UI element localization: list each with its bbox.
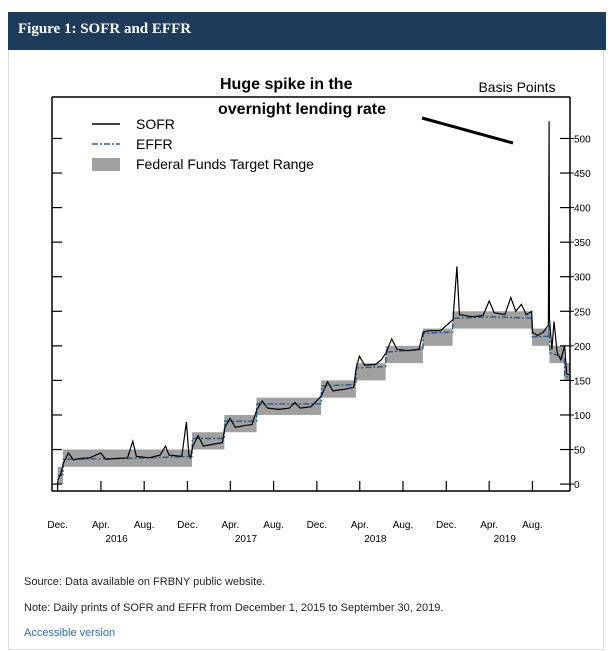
- y-tick-label: 450: [574, 169, 591, 180]
- x-tick-label: Dec.: [47, 520, 68, 531]
- figure-frame: [8, 50, 604, 650]
- x-year-label: 2019: [494, 534, 517, 545]
- legend-sofr-label: SOFR: [136, 116, 175, 132]
- target-range-band: [564, 363, 570, 381]
- target-range-band: [321, 380, 356, 398]
- x-tick-label: Aug.: [134, 520, 155, 531]
- accessible-version-link[interactable]: Accessible version: [24, 627, 116, 639]
- x-tick-label: Aug.: [263, 520, 284, 531]
- y-tick-label: 350: [574, 238, 591, 249]
- y-tick-label: 250: [574, 307, 591, 318]
- target-range-band: [355, 363, 386, 381]
- y-tick-label: 50: [574, 446, 586, 457]
- y-tick-label: 0: [574, 480, 580, 491]
- x-year-label: 2016: [105, 534, 128, 545]
- x-tick-label: Apr.: [480, 520, 498, 531]
- x-tick-label: Aug.: [393, 520, 414, 531]
- y-tick-label: 400: [574, 204, 591, 215]
- y-tick-label: 200: [574, 342, 591, 353]
- figure-title: Figure 1: SOFR and EFFR: [18, 21, 192, 37]
- y-tick-label: 300: [574, 273, 591, 284]
- legend-effr-label: EFFR: [136, 136, 173, 152]
- x-tick-label: Dec.: [307, 520, 328, 531]
- annotation-arrow: [421, 116, 514, 145]
- target-range-band: [452, 311, 533, 329]
- target-range-band: [192, 432, 225, 450]
- effr-line: [57, 316, 569, 477]
- x-year-label: 2018: [364, 534, 387, 545]
- legend-range-swatch: [92, 158, 120, 171]
- y-tick-label: 150: [574, 376, 591, 387]
- x-year-label: 2017: [235, 534, 258, 545]
- x-tick-label: Dec.: [177, 520, 198, 531]
- y-tick-label: 100: [574, 411, 591, 422]
- x-tick-label: Apr.: [92, 520, 110, 531]
- target-range-band: [385, 345, 423, 364]
- sofr-line: [57, 121, 570, 481]
- x-tick-label: Apr.: [221, 520, 239, 531]
- target-range-band: [224, 414, 257, 433]
- annotation-line-1: Huge spike in the: [220, 76, 353, 93]
- x-tick-label: Dec.: [436, 520, 457, 531]
- source-note: Source: Data available on FRBNY public w…: [24, 576, 266, 588]
- figure-header: Figure 1: SOFR and EFFR: [8, 12, 606, 50]
- x-tick-label: Aug.: [522, 520, 543, 531]
- legend-range-label: Federal Funds Target Range: [136, 156, 314, 172]
- y-axis-title: Basis Points: [478, 79, 555, 95]
- target-range-band: [256, 397, 322, 415]
- y-tick-label: 500: [574, 134, 591, 145]
- annotation-line-2: overnight lending rate: [218, 101, 386, 118]
- footnote: Note: Daily prints of SOFR and EFFR from…: [24, 602, 444, 614]
- x-tick-label: Apr.: [351, 520, 369, 531]
